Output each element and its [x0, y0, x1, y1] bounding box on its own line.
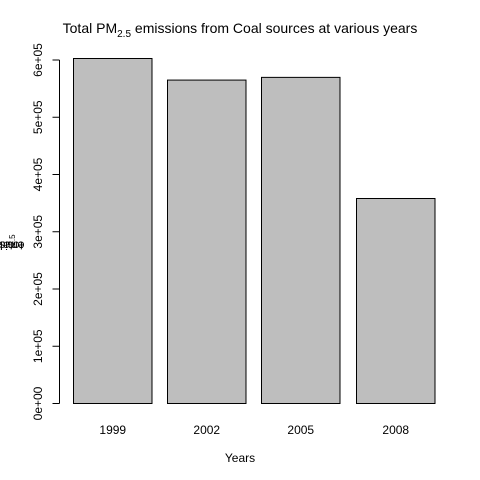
bar-2005 — [261, 76, 341, 405]
bar-2008 — [356, 197, 436, 404]
x-axis-label: Years — [224, 451, 256, 465]
bar-1999 — [73, 57, 153, 404]
y-tick-label: 0e+00 — [31, 386, 45, 420]
bar-2002 — [167, 79, 247, 405]
x-tick-label: 2002 — [193, 423, 220, 437]
y-tick-label: 2e+05 — [31, 272, 45, 306]
x-tick-label: 2008 — [382, 423, 409, 437]
y-tick-label: 1e+05 — [31, 329, 45, 363]
x-tick-label: 1999 — [99, 423, 126, 437]
y-tick-label: 4e+05 — [31, 157, 45, 191]
y-tick-label: 5e+05 — [31, 100, 45, 134]
y-tick-label: 3e+05 — [31, 215, 45, 249]
x-tick-label: 2005 — [287, 423, 314, 437]
y-tick-label: 6e+05 — [31, 43, 45, 77]
chart-title: Total PM2.5 emissions from Coal sources … — [62, 20, 418, 40]
